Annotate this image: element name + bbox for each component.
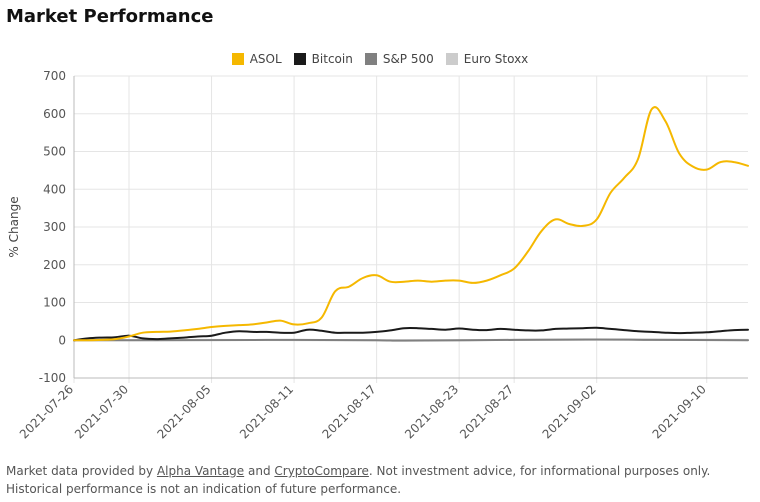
series-line-asol [73, 106, 749, 342]
market-performance-chart: -10001002003004005006007002021-07-262021… [7, 69, 749, 441]
x-tick-label: 2021-09-02 [540, 382, 599, 441]
legend-label-euro-stoxx: Euro Stoxx [463, 52, 529, 66]
footer-disclaimer: Market data provided by Alpha Vantage an… [6, 462, 754, 498]
page-title: Market Performance [6, 6, 214, 27]
footer-middle: and [244, 464, 275, 478]
footer-prefix: Market data provided by [6, 464, 157, 478]
chart-legend: ASOL Bitcoin S&P 500 Euro Stoxx [0, 52, 760, 66]
legend-swatch-bitcoin [293, 53, 306, 65]
legend-label-sp500: S&P 500 [382, 52, 434, 66]
alpha-vantage-link[interactable]: Alpha Vantage [156, 464, 245, 478]
legend-item-asol[interactable]: ASOL [231, 52, 282, 66]
y-tick-label: 400 [43, 182, 66, 196]
x-tick-label: 2021-08-23 [402, 382, 461, 441]
legend-swatch-asol [231, 53, 244, 65]
y-tick-label: 300 [43, 220, 66, 234]
legend-swatch-sp500 [364, 53, 377, 65]
x-tick-label: 2021-08-27 [457, 382, 516, 441]
y-tick-label: 600 [43, 107, 66, 121]
y-tick-label: 100 [43, 296, 66, 310]
y-tick-label: 200 [43, 258, 66, 272]
x-tick-label: 2021-09-10 [650, 382, 709, 441]
x-tick-label: 2021-08-11 [237, 382, 296, 441]
legend-item-bitcoin[interactable]: Bitcoin [293, 52, 353, 66]
x-tick-label: 2021-08-05 [154, 382, 213, 441]
x-tick-label: 2021-07-26 [17, 382, 76, 441]
legend-swatch-euro-stoxx [445, 53, 458, 65]
legend-label-bitcoin: Bitcoin [311, 52, 353, 66]
footer-suffix: . Not investment advice, for information… [6, 464, 711, 496]
x-tick-label: 2021-07-30 [72, 382, 131, 441]
legend-label-asol: ASOL [249, 52, 282, 66]
y-tick-label: 0 [58, 333, 66, 347]
series-line-sp500 [73, 338, 749, 342]
y-tick-label: -100 [39, 371, 66, 385]
legend-item-sp500[interactable]: S&P 500 [364, 52, 434, 66]
y-axis-label: % Change [7, 196, 21, 257]
x-tick-label: 2021-08-17 [320, 382, 379, 441]
cryptocompare-link[interactable]: CryptoCompare [274, 464, 369, 478]
legend-item-euro-stoxx[interactable]: Euro Stoxx [445, 52, 529, 66]
series-line-bitcoin [73, 326, 749, 342]
y-tick-label: 700 [43, 69, 66, 83]
y-tick-label: 500 [43, 145, 66, 159]
